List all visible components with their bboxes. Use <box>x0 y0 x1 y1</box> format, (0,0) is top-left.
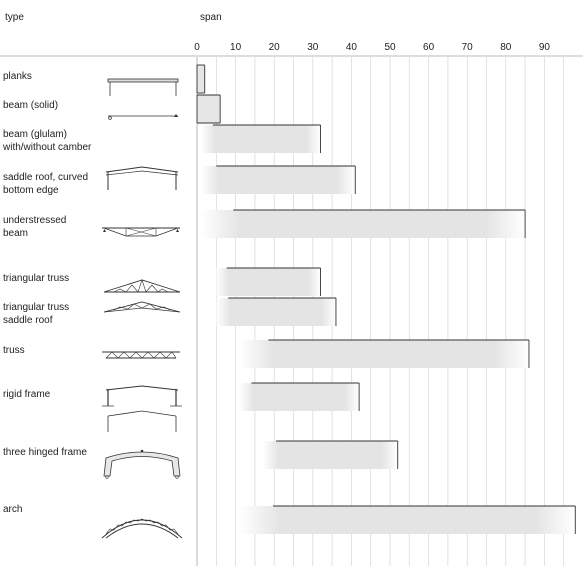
type-label-line: three hinged frame <box>3 447 87 458</box>
span-bar <box>216 268 321 296</box>
span-bar <box>239 340 529 368</box>
three-hinged-frame-icon <box>103 449 181 479</box>
type-label-line: saddle roof <box>3 315 53 326</box>
span-bar <box>239 383 360 411</box>
x-tick-label: 80 <box>500 42 512 53</box>
type-column-header: type <box>5 12 24 23</box>
x-tick-label: 40 <box>346 42 358 53</box>
type-label: truss <box>3 344 25 357</box>
arch-icon <box>101 518 183 539</box>
type-label-line: rigid frame <box>3 389 51 400</box>
type-label: three hinged frame <box>3 446 87 459</box>
span-bar <box>200 125 321 153</box>
type-label-line: understressed <box>3 215 67 226</box>
type-label-line: triangular truss <box>3 302 70 313</box>
x-tick-label: 50 <box>384 42 396 53</box>
x-tick-label: 60 <box>423 42 435 53</box>
understressed-beam-icon <box>102 227 180 237</box>
truss-icon <box>102 351 180 359</box>
span-bar <box>216 298 336 326</box>
type-label-line: beam (glulam) <box>3 129 67 140</box>
type-label: rigid frame <box>3 388 50 401</box>
type-label-line: bottom edge <box>3 185 59 196</box>
x-tick-label: 90 <box>539 42 551 53</box>
type-label: arch <box>3 503 22 516</box>
type-label-line: beam <box>3 228 29 239</box>
type-label-line: truss <box>3 345 25 356</box>
rigid-frame-icon <box>102 385 182 432</box>
span-bar <box>200 166 356 194</box>
type-label-line: beam (solid) <box>3 100 59 111</box>
span-bar <box>197 65 205 93</box>
x-tick-label: 20 <box>269 42 281 53</box>
x-tick-label: 10 <box>230 42 242 53</box>
type-label-line: triangular truss <box>3 273 70 284</box>
span-bar <box>239 506 576 534</box>
x-tick-label: 70 <box>462 42 474 53</box>
type-label-line: arch <box>3 504 23 515</box>
type-label: beam (glulam) with/without camber <box>3 128 91 154</box>
saddle-roof-icon <box>105 166 179 190</box>
x-tick-label: 0 <box>194 42 200 53</box>
type-label: triangular truss saddle roof <box>3 301 69 327</box>
type-label: understressed beam <box>3 214 66 240</box>
x-tick-label: 30 <box>307 42 319 53</box>
span-column-header: span <box>200 12 222 23</box>
type-label-line: saddle roof, curved <box>3 172 89 183</box>
planks-icon <box>107 78 179 120</box>
type-label: beam (solid) <box>3 99 58 112</box>
type-label-line: planks <box>3 71 32 82</box>
span-bar <box>197 95 221 123</box>
type-label: saddle roof, curved bottom edge <box>3 171 88 197</box>
type-label: planks <box>3 70 32 83</box>
type-label-line: with/without camber <box>3 142 92 153</box>
triangular-truss-icon <box>103 279 181 313</box>
span-bar <box>200 210 526 238</box>
span-bar <box>262 441 398 469</box>
type-label: triangular truss <box>3 272 69 285</box>
